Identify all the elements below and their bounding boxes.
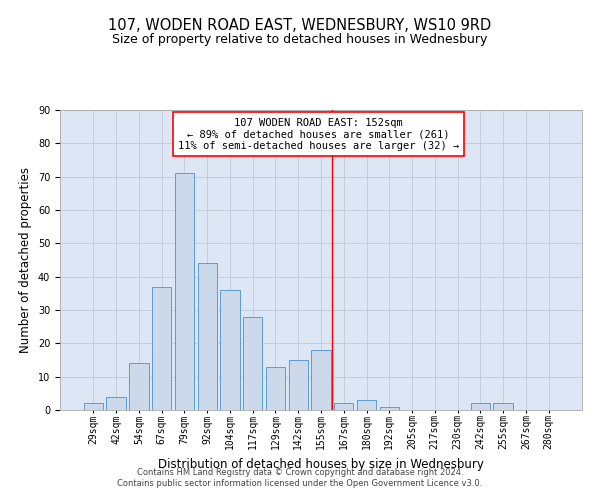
- Bar: [84, 404, 103, 410]
- Text: 107 WODEN ROAD EAST: 152sqm
← 89% of detached houses are smaller (261)
11% of se: 107 WODEN ROAD EAST: 152sqm ← 89% of det…: [178, 118, 459, 150]
- Bar: [129, 364, 149, 410]
- Bar: [357, 400, 376, 410]
- X-axis label: Distribution of detached houses by size in Wednesbury: Distribution of detached houses by size …: [158, 458, 484, 471]
- Text: 107, WODEN ROAD EAST, WEDNESBURY, WS10 9RD: 107, WODEN ROAD EAST, WEDNESBURY, WS10 9…: [109, 18, 491, 32]
- Bar: [175, 174, 194, 410]
- Bar: [334, 404, 353, 410]
- Bar: [106, 396, 126, 410]
- Bar: [243, 316, 262, 410]
- Bar: [311, 350, 331, 410]
- Text: Size of property relative to detached houses in Wednesbury: Size of property relative to detached ho…: [112, 32, 488, 46]
- Bar: [493, 404, 513, 410]
- Text: Contains HM Land Registry data © Crown copyright and database right 2024.
Contai: Contains HM Land Registry data © Crown c…: [118, 468, 482, 487]
- Bar: [197, 264, 217, 410]
- Bar: [380, 406, 399, 410]
- Bar: [470, 404, 490, 410]
- Bar: [289, 360, 308, 410]
- Bar: [266, 366, 285, 410]
- Bar: [152, 286, 172, 410]
- Bar: [220, 290, 239, 410]
- Y-axis label: Number of detached properties: Number of detached properties: [19, 167, 32, 353]
